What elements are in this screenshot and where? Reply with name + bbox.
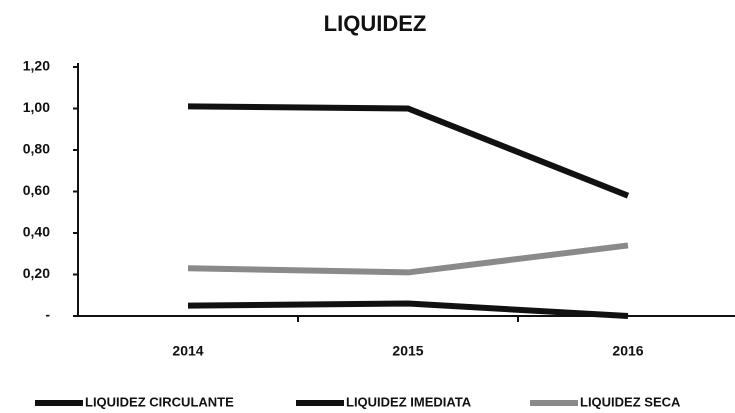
legend-label: LIQUIDEZ IMEDIATA — [346, 394, 472, 409]
y-tick-label: - — [45, 307, 50, 323]
series-line — [187, 242, 629, 276]
series-line — [187, 300, 629, 319]
x-tick-label: 2016 — [612, 343, 643, 359]
y-tick-label: 0,80 — [23, 141, 50, 157]
chart-title: LIQUIDEZ — [324, 11, 427, 36]
y-tick-label: 0,40 — [23, 224, 50, 240]
y-tick-label: 1,20 — [23, 58, 50, 74]
legend-label: LIQUIDEZ SECA — [580, 394, 681, 409]
series-line — [187, 103, 630, 199]
x-tick-label: 2015 — [392, 343, 423, 359]
y-tick-label: 0,20 — [23, 265, 50, 281]
y-tick-label: 0,60 — [23, 182, 50, 198]
x-tick-label: 2014 — [172, 343, 203, 359]
y-tick-label: 1,00 — [23, 99, 50, 115]
legend-label: LIQUIDEZ CIRCULANTE — [85, 394, 234, 409]
